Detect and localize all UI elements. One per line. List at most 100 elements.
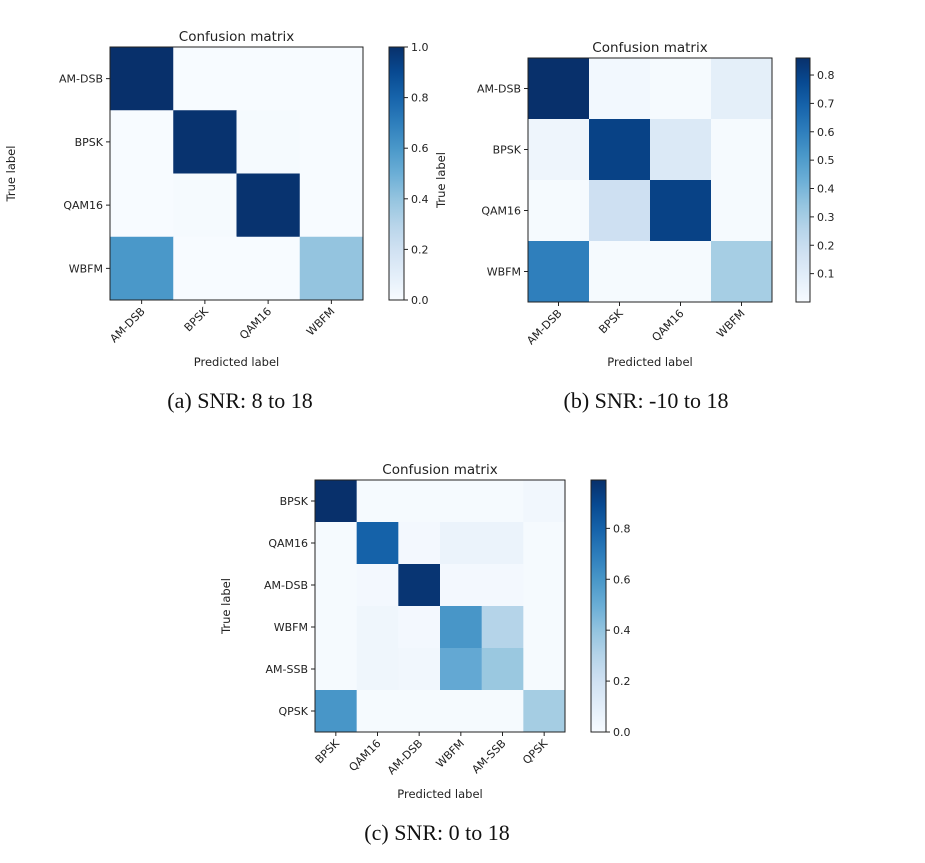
heatmap-cell-3-2 [398,606,441,649]
colorbar-tick-label: 0.6 [411,142,429,155]
heatmap-cell-2-0 [315,564,358,607]
y-tick-label: AM-DSB [59,73,103,86]
heatmap-cell-3-0 [315,606,358,649]
y-tick-label: WBFM [69,262,103,275]
x-tick-label: WBFM [434,737,467,770]
x-axis-label: Predicted label [607,355,692,369]
heatmap-cell-4-4 [481,648,524,691]
heatmap-cell-0-1 [356,480,399,523]
heatmap-cell-1-0 [110,110,174,174]
heatmap-cell-3-3 [711,241,773,303]
plot-frame [314,479,566,733]
heatmap-cell-5-5 [523,690,566,733]
x-tick-label: AM-DSB [107,305,147,345]
heatmap-cell-5-0 [315,690,358,733]
x-tick-label: QAM16 [346,737,383,774]
heatmap-cell-2-1 [356,564,399,607]
colorbar-tick-label: 0.6 [817,126,835,139]
heatmap-cell-2-2 [650,180,712,242]
y-tick-label: QPSK [279,705,309,718]
heatmap-cell-2-3 [299,173,364,238]
heatmap-cell-2-5 [523,564,566,607]
colorbar [590,479,607,733]
heatmap-cell-0-0 [528,58,590,120]
colorbar-tick-label: 0.2 [411,243,429,256]
heatmap-cell-3-0 [528,241,590,303]
confusion-matrix-b: Confusion matrix AM-DSB BPSK QAM16 WBFM AM-DS… [434,40,835,369]
heatmap-cell-3-5 [523,606,566,649]
confusion-matrix-c: Confusion matrixBPSKQAM16AM-DSBWBFMAM-SS… [219,462,631,801]
colorbar-tick-label: 0.0 [411,294,429,307]
y-tick-label: BPSK [75,136,104,149]
colorbar-tick-label: 0.8 [613,522,631,535]
caption-b: (b) SNR: -10 to 18 [563,388,729,413]
colorbar-tick-label: 0.7 [817,97,835,110]
x-axis-label: Predicted label [194,355,279,369]
heatmap-cell-0-0 [315,480,358,523]
y-tick-label: WBFM [274,621,308,634]
heatmap-cell-4-5 [523,648,566,691]
x-tick-label: WBFM [304,305,337,338]
plot-frame [109,46,364,301]
heatmap-cell-2-1 [173,173,237,238]
x-tick-label: QAM16 [649,307,686,344]
heatmap-cell-0-0 [110,47,174,111]
x-tick-label: AM-DSB [524,307,564,347]
heatmap-cell-2-2 [236,173,301,238]
heatmap-cell-1-1 [173,110,237,174]
heatmap-cell-3-3 [299,236,364,301]
heatmap-cell-4-1 [356,648,399,691]
colorbar-tick-label: 1.0 [411,41,429,54]
confusion-matrix-a: Confusion matrix AM-DSB BPSK QAM16 WBFM AM-DS… [4,29,429,369]
colorbar-tick-label: 0.8 [817,69,835,82]
x-tick-label: BPSK [596,306,626,336]
heatmap-cell-3-0 [110,236,174,301]
heatmap-cell-3-1 [356,606,399,649]
heatmap-cell-2-3 [440,564,483,607]
heatmap-cell-3-2 [236,236,301,301]
heatmap-cell-4-3 [440,648,483,691]
x-tick-label: QAM16 [237,305,274,342]
heatmap-cell-1-2 [236,110,301,174]
colorbar-tick-label: 0.3 [817,211,835,224]
x-tick-label: AM-DSB [385,737,425,777]
caption-c: (c) SNR: 0 to 18 [364,820,510,845]
heatmap-cell-2-4 [481,564,524,607]
colorbar-tick-label: 0.0 [613,726,631,739]
heatmap-cell-5-4 [481,690,524,733]
colorbar [795,57,811,303]
heatmap-cell-1-4 [481,522,524,565]
colorbar-tick-label: 0.5 [817,154,835,167]
heatmap-cell-5-1 [356,690,399,733]
caption-a: (a) SNR: 8 to 18 [167,388,313,413]
chart-title: Confusion matrix [592,40,707,56]
x-axis-label: Predicted label [397,787,482,801]
y-tick-label: WBFM [487,266,521,279]
heatmap-cell-1-3 [299,110,364,174]
y-tick-label: AM-DSB [477,83,521,96]
y-axis-label: True label [4,146,18,203]
heatmap-cell-1-0 [315,522,358,565]
colorbar-tick-label: 0.4 [817,183,835,196]
heatmap-cell-3-3 [440,606,483,649]
x-tick-label: QPSK [520,736,551,767]
heatmap-cell-0-4 [481,480,524,523]
heatmap-cell-1-2 [650,119,712,181]
y-tick-label: QAM16 [63,199,103,212]
heatmap-cell-2-0 [110,173,174,238]
colorbar-tick-label: 0.2 [817,239,835,252]
heatmap-cell-2-1 [589,180,651,242]
colorbar-tick-label: 0.1 [817,268,835,281]
heatmap-cell-2-3 [711,180,773,242]
heatmap-cell-5-2 [398,690,441,733]
heatmap-cell-1-2 [398,522,441,565]
heatmap-cell-0-1 [173,47,237,111]
heatmap-cell-0-2 [236,47,301,111]
colorbar-tick-label: 0.6 [613,573,631,586]
heatmap-cell-1-1 [356,522,399,565]
heatmap-cell-0-3 [299,47,364,111]
x-tick-label: BPSK [313,736,343,766]
y-tick-label: QAM16 [481,205,521,218]
y-tick-label: AM-DSB [264,579,308,592]
heatmap-cell-0-2 [398,480,441,523]
